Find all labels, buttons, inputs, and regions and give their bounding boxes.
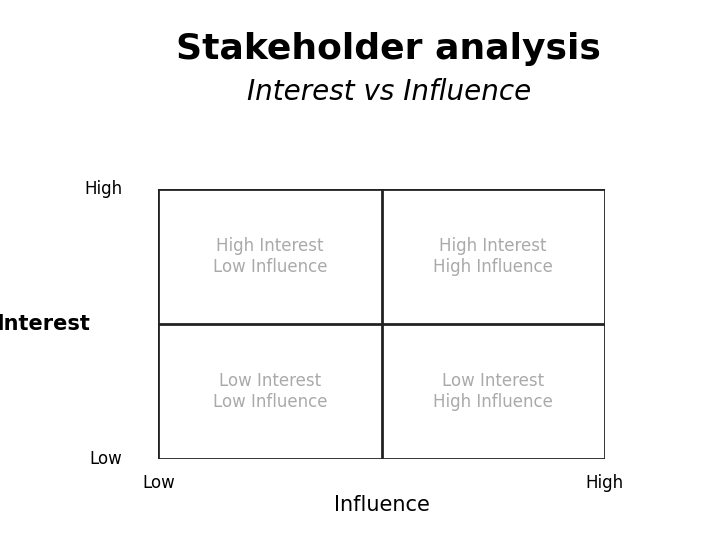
Text: Influence: Influence [333,495,430,515]
Text: High: High [586,474,624,492]
Text: High Interest
Low Influence: High Interest Low Influence [212,237,328,276]
Text: Interest vs Influence: Interest vs Influence [247,78,531,106]
Text: Interest: Interest [0,314,90,334]
Text: Low: Low [90,450,122,468]
Text: High Interest
High Influence: High Interest High Influence [433,237,553,276]
Text: Low: Low [142,474,175,492]
Text: High: High [84,180,122,198]
Text: College of Management and Technology: College of Management and Technology [189,515,531,530]
Text: Stakeholder analysis: Stakeholder analysis [176,32,601,65]
Text: Low Interest
High Influence: Low Interest High Influence [433,372,553,411]
Text: Low Interest
Low Influence: Low Interest Low Influence [212,372,328,411]
